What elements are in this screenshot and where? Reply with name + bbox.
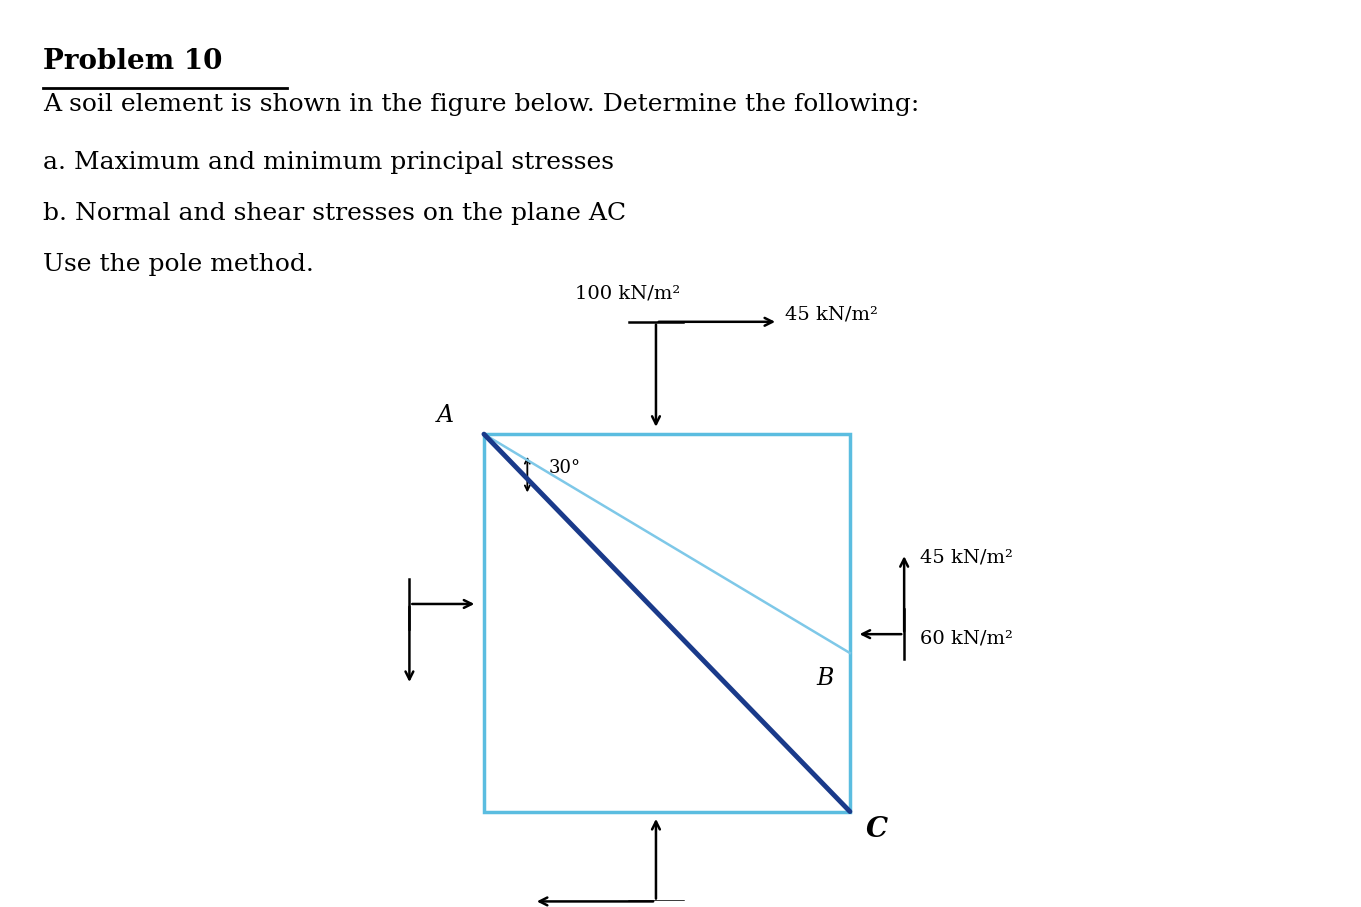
Text: B: B	[817, 667, 834, 689]
Text: a. Maximum and minimum principal stresses: a. Maximum and minimum principal stresse…	[44, 151, 614, 174]
Text: A: A	[437, 404, 455, 427]
Text: 30°: 30°	[548, 459, 581, 477]
Text: Use the pole method.: Use the pole method.	[44, 253, 314, 277]
Text: b. Normal and shear stresses on the plane AC: b. Normal and shear stresses on the plan…	[44, 202, 626, 225]
Text: 45 kN/m²: 45 kN/m²	[785, 306, 878, 324]
Text: C: C	[866, 816, 889, 843]
Text: 60 kN/m²: 60 kN/m²	[920, 629, 1014, 648]
Text: Problem 10: Problem 10	[44, 48, 223, 74]
Text: A soil element is shown in the figure below. Determine the following:: A soil element is shown in the figure be…	[44, 93, 920, 115]
Text: 100 kN/m²: 100 kN/m²	[574, 284, 680, 302]
Text: 45 kN/m²: 45 kN/m²	[920, 549, 1014, 567]
